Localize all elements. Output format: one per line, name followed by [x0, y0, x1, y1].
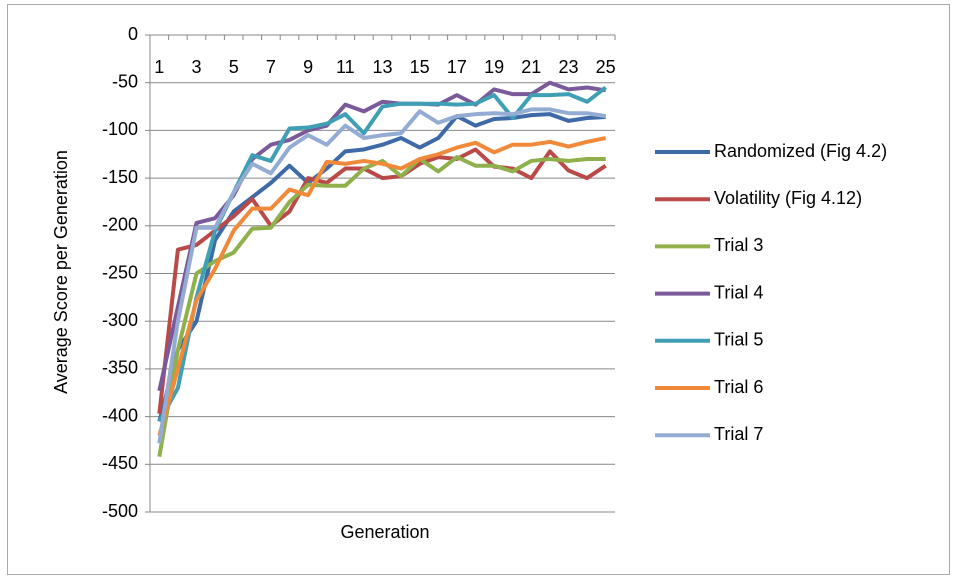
y-tick-label: -450 — [102, 453, 138, 473]
series-line — [157, 136, 607, 437]
x-tick-label: 1 — [154, 57, 164, 77]
y-tick-label: -300 — [102, 310, 138, 330]
x-tick-label: 11 — [336, 57, 355, 77]
legend-label: Trial 6 — [714, 377, 763, 397]
y-tick-label: -150 — [102, 167, 138, 187]
x-tick-label: 9 — [303, 57, 313, 77]
y-tick-label: -350 — [102, 358, 138, 378]
legend-label: Trial 5 — [714, 330, 763, 350]
x-tick-label: 3 — [191, 57, 201, 77]
y-tick-label: -400 — [102, 405, 138, 425]
y-tick-label: -200 — [102, 215, 138, 235]
legend-label: Trial 4 — [714, 282, 763, 302]
legend-label: Trial 3 — [714, 235, 763, 255]
y-tick-label: -500 — [102, 501, 138, 521]
y-tick-label: 0 — [128, 24, 138, 44]
x-tick-label: 5 — [229, 57, 239, 77]
x-tick-label: 7 — [266, 57, 276, 77]
series-line — [157, 147, 607, 414]
x-axis-label: Generation — [340, 522, 429, 542]
x-tick-label: 17 — [447, 57, 467, 77]
x-tick-label: 25 — [596, 57, 616, 77]
y-tick-label: -50 — [112, 71, 138, 91]
legend-label: Volatility (Fig 4.12) — [714, 188, 862, 208]
x-tick-label: 15 — [410, 57, 430, 77]
y-axis-label: Average Score per Generation — [51, 150, 71, 394]
series-line — [157, 107, 607, 444]
legend-label: Randomized (Fig 4.2) — [714, 141, 887, 161]
y-tick-label: -250 — [102, 262, 138, 282]
x-tick-label: 19 — [484, 57, 504, 77]
series-line — [157, 155, 606, 458]
chart-border — [7, 4, 950, 575]
x-tick-label: 13 — [372, 57, 392, 77]
series-line — [157, 112, 606, 422]
legend-label: Trial 7 — [714, 424, 763, 444]
x-tick-label: 21 — [521, 57, 541, 77]
y-tick-label: -100 — [102, 119, 138, 139]
x-tick-label: 23 — [558, 57, 578, 77]
